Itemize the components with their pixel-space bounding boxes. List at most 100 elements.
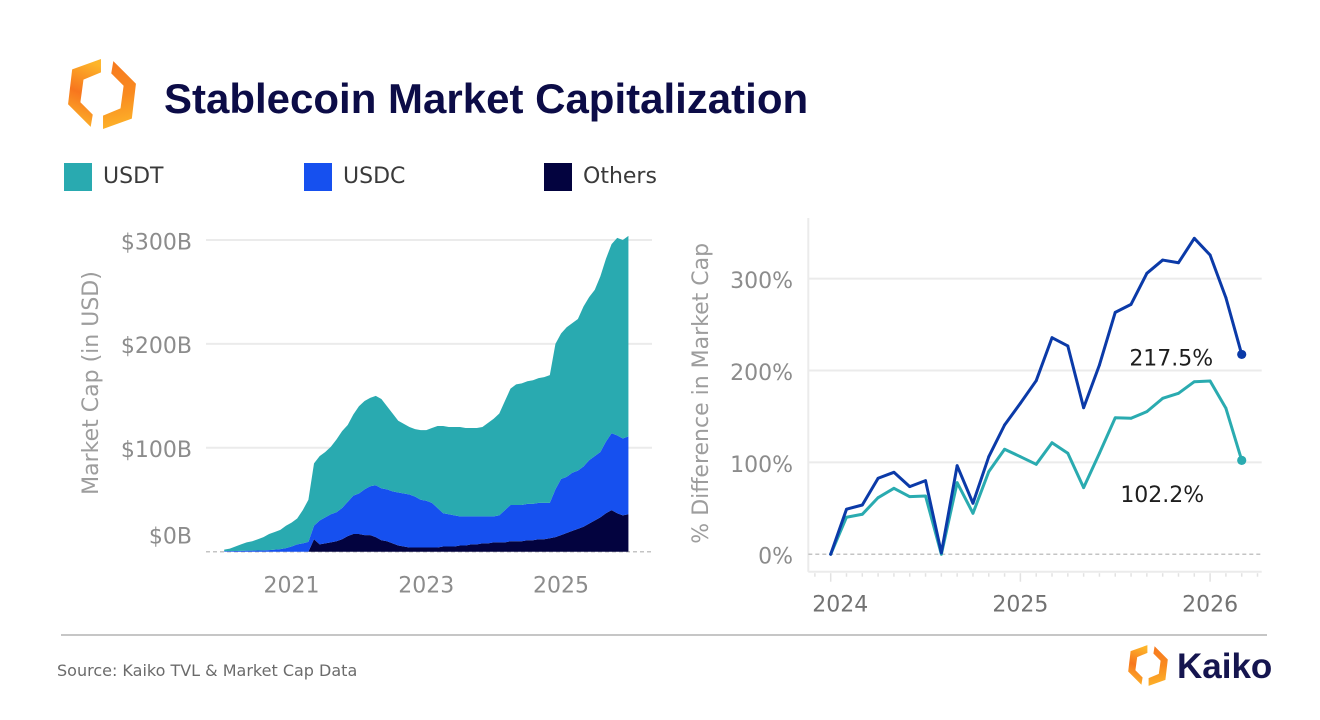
legend-item-usdc: USDC [304, 163, 405, 191]
data-point-usdc [908, 485, 912, 489]
data-point-usdc [1145, 271, 1149, 275]
data-point-usdc [955, 464, 959, 468]
right-x-tick-labels: 2024 2025 2026 [812, 593, 1238, 618]
x-tick-label: 2025 [533, 573, 589, 598]
x-tick-label: 2024 [812, 593, 868, 618]
data-point-usdc [1034, 379, 1038, 383]
data-point-usdt [955, 481, 959, 485]
x-tick-label: 2021 [264, 573, 320, 598]
y-tick-label: 0% [758, 545, 793, 570]
data-point-usdt [1003, 447, 1006, 451]
data-point-usdt [987, 470, 991, 474]
left-y-tick-labels: $0B $100B $200B $300B [121, 230, 192, 549]
right-gridlines [807, 218, 1262, 582]
footer-logo-right-segment [1148, 646, 1168, 686]
kaiko-brand-wordmark: Kaiko [1177, 647, 1273, 686]
y-tick-label: 300% [730, 269, 793, 294]
right-series-lines: 102.2% 217.5% [829, 236, 1247, 556]
x-tick-label: 2026 [1182, 593, 1238, 618]
legend-label-others: Others [583, 164, 657, 189]
data-point-usdc [845, 507, 848, 511]
legend-label-usdc: USDC [343, 164, 406, 189]
y-tick-label: 100% [730, 453, 793, 478]
data-point-usdt [845, 515, 848, 519]
area-others [224, 510, 629, 552]
right-y-axis-title: % Difference in Market Cap [689, 243, 714, 544]
data-point-usdc [1161, 258, 1165, 262]
area-usdc [224, 433, 629, 552]
data-point-usdt [924, 494, 927, 498]
x-tick-label: 2025 [992, 593, 1048, 618]
end-value-label-usdt: 102.2% [1120, 483, 1204, 508]
end-value-label-usdc: 217.5% [1129, 346, 1213, 371]
data-point-usdc [1082, 406, 1086, 410]
pct-difference-line-chart: 0% 100% 200% 300% 2024 2025 2026 102.2% 217.5%… [689, 218, 1262, 618]
line-usdt-pct-change [829, 379, 1244, 556]
data-point-usdc [1018, 401, 1022, 405]
page-title: Stablecoin Market Capitalization [164, 75, 809, 122]
data-point-usdc [1066, 344, 1070, 348]
left-y-axis-title: Market Cap (in USD) [79, 271, 104, 495]
data-point-usdc [1003, 423, 1006, 427]
data-point-usdt [1129, 416, 1133, 420]
logo-left-segment [68, 59, 101, 127]
data-point-usdt [1034, 462, 1038, 466]
data-point-usdc [876, 476, 880, 480]
footer-logo-left-segment [1128, 645, 1148, 685]
data-point-usdc [1113, 310, 1117, 314]
data-point-usdt [971, 511, 975, 515]
logo-right-segment [103, 61, 136, 129]
y-tick-label: $200B [121, 334, 192, 359]
data-point-usdc [829, 552, 833, 556]
y-tick-label: $0B [149, 524, 192, 549]
y-tick-label: 200% [730, 361, 793, 386]
data-point-usdt [1224, 406, 1228, 410]
x-tick-label: 2023 [398, 573, 454, 598]
data-point-usdc [1177, 261, 1180, 265]
data-point-usdc [924, 479, 927, 483]
data-point-usdt [1050, 441, 1054, 445]
legend-label-usdt: USDT [103, 164, 164, 189]
data-point-usdt [1192, 380, 1196, 384]
data-point-usdc [971, 501, 975, 505]
right-y-tick-labels: 0% 100% 200% 300% [730, 269, 793, 570]
legend-swatch-usdc [304, 163, 332, 191]
market-cap-area-chart: $0B $100B $200B $300B 2021 2023 2025 Market C… [79, 230, 652, 598]
data-point-usdt [1066, 451, 1070, 455]
data-point-usdc [1050, 336, 1054, 340]
legend-swatch-others [544, 163, 572, 191]
data-point-usdc [1192, 236, 1196, 240]
data-point-usdt [908, 495, 912, 499]
data-point-usdt [1145, 410, 1149, 414]
data-point-usdt [860, 512, 864, 516]
data-point-usdt [892, 486, 896, 490]
end-point-dot-usdc [1237, 349, 1247, 360]
y-tick-label: $300B [121, 230, 192, 255]
legend-item-usdt: USDT [64, 163, 163, 191]
data-point-usdc [939, 551, 943, 555]
data-point-usdt [1098, 451, 1101, 455]
kaiko-logo-icon [68, 59, 136, 129]
kaiko-footer-logo-icon [1128, 645, 1168, 686]
data-point-usdt [1018, 455, 1022, 459]
data-point-usdt [1161, 396, 1165, 400]
legend-swatch-usdt [64, 163, 92, 191]
data-point-usdc [1129, 302, 1133, 306]
data-point-usdc [892, 470, 896, 474]
data-point-usdc [1224, 296, 1228, 300]
data-point-usdt [876, 496, 880, 500]
end-point-dot-usdt [1237, 455, 1247, 465]
data-point-usdt [1177, 391, 1180, 395]
y-tick-label: $100B [121, 438, 192, 463]
data-point-usdc [1208, 253, 1212, 257]
data-point-usdt [1208, 379, 1212, 383]
data-point-usdc [860, 503, 864, 507]
data-point-usdt [1113, 416, 1117, 420]
left-x-tick-labels: 2021 2023 2025 [264, 573, 589, 598]
data-point-usdc [987, 455, 991, 459]
source-note: Source: Kaiko TVL & Market Cap Data [57, 661, 358, 680]
data-point-usdc [1098, 363, 1101, 367]
data-point-usdt [1082, 486, 1086, 490]
footer-divider [61, 634, 1267, 636]
